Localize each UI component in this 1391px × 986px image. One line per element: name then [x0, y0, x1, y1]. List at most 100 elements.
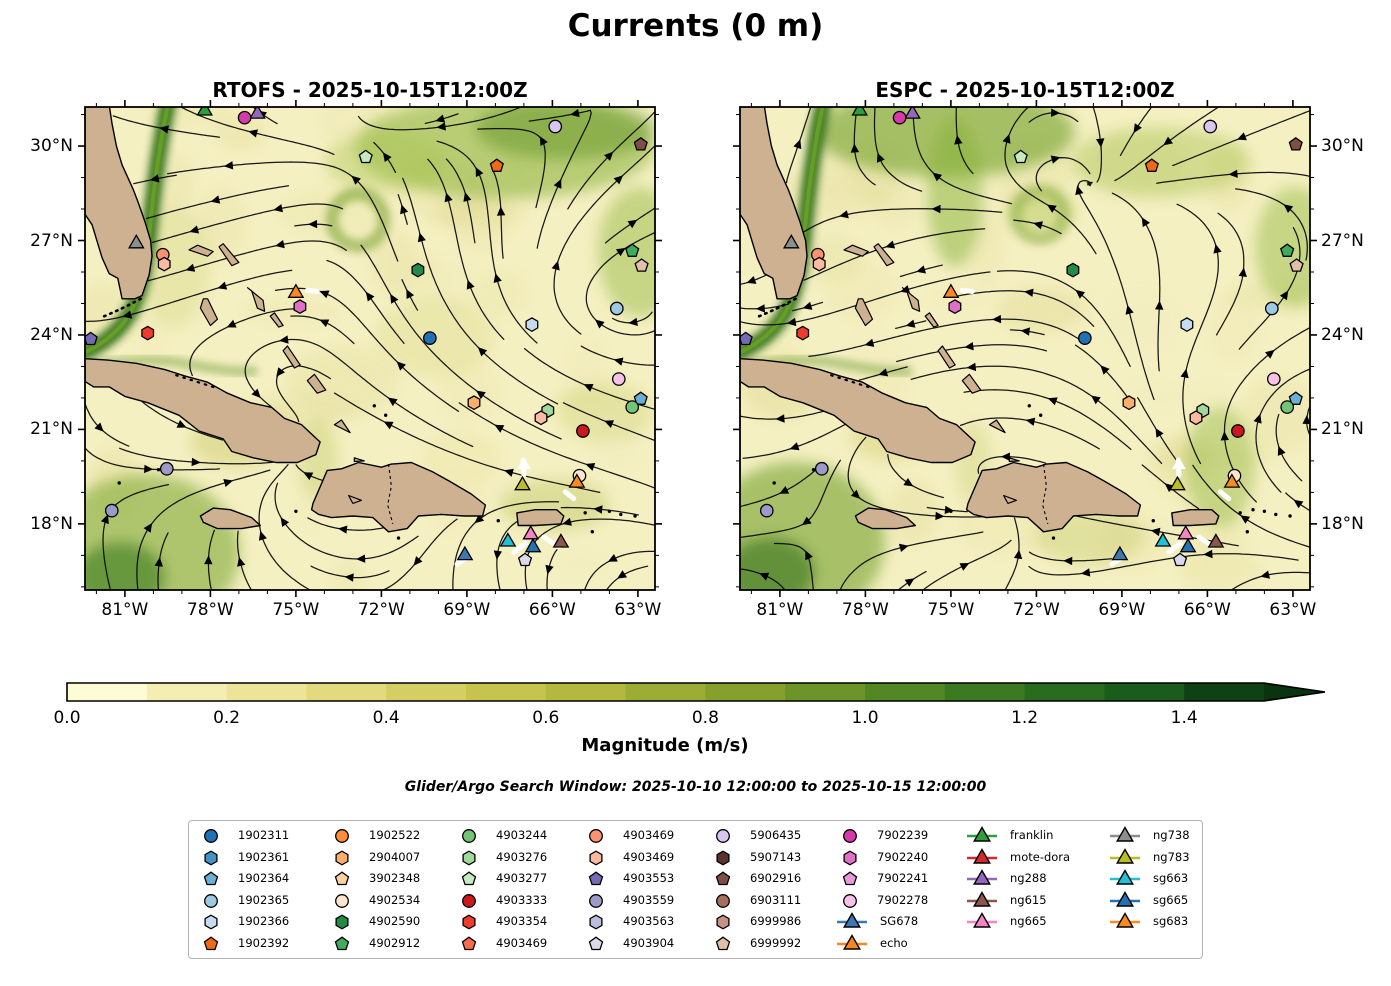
legend-hexagon	[335, 914, 349, 930]
lat-tick-label: 24°N	[30, 324, 73, 345]
colorbar-tick-label: 0.6	[532, 708, 560, 728]
marker-7902239	[237, 110, 252, 125]
marker-5906435	[1203, 119, 1218, 134]
marker-4903354	[796, 325, 810, 341]
marker-franklin	[851, 107, 869, 116]
pentagon-marker-icon	[334, 935, 350, 950]
panel-title-espc: ESPC - 2025-10-15T12:00Z	[875, 78, 1175, 102]
marker-ng783	[514, 475, 531, 491]
legend-circle	[335, 893, 349, 908]
marker-SG678	[456, 545, 474, 561]
triangle-marker-icon	[967, 890, 997, 907]
marker-sg683	[1223, 473, 1241, 488]
legend-pentagon	[461, 935, 477, 950]
legend-item-4903277: 4903277	[496, 871, 548, 885]
marker-ng783	[1169, 475, 1186, 491]
marker-4903904	[1172, 552, 1188, 567]
legend-item-4903276: 4903276	[496, 849, 548, 864]
lon-tick-label: 63°W	[1269, 600, 1317, 620]
marker-7902240	[948, 299, 962, 315]
triangle-marker-icon	[1110, 912, 1140, 928]
legend-item-7902241: 7902241	[877, 871, 929, 885]
circle-marker-icon	[204, 829, 218, 843]
marker-4903333	[576, 424, 590, 438]
legend-item-4902912: 4902912	[369, 935, 421, 950]
colorbar-tick-label: 0.2	[213, 708, 241, 728]
legend-pentagon	[203, 935, 219, 950]
legend-item-4903904: 4903904	[623, 935, 675, 950]
legend-pentagon	[588, 935, 604, 950]
land-masses	[85, 107, 565, 533]
lat-tick-label: 24°N	[1321, 324, 1364, 345]
lon-tick-label: 75°W	[927, 600, 975, 620]
lon-tick-label: 78°W	[841, 600, 889, 620]
land-masses	[740, 107, 1220, 533]
panel-title-rtofs: RTOFS - 2025-10-15T12:00Z	[212, 78, 528, 102]
legend-circle	[843, 829, 857, 843]
legend-item-6902916: 6902916	[750, 871, 802, 885]
marker-2904007	[1122, 395, 1136, 411]
legend-pentagon	[715, 871, 731, 886]
marker-1902311	[1077, 331, 1092, 345]
triangle-marker-icon	[837, 912, 867, 928]
marker-4903559	[104, 503, 119, 518]
marker-1902365	[1264, 301, 1279, 316]
marker-4903904	[517, 552, 533, 567]
lat-tick-label: 30°N	[1321, 136, 1364, 157]
lon-tick-label: 81°W	[101, 600, 149, 620]
legend-item-ng615: ng615	[1010, 892, 1047, 907]
pentagon-marker-icon	[203, 935, 219, 950]
legend-circle	[204, 829, 218, 843]
legend-hexagon	[462, 914, 476, 930]
legend-box: 1902311 1902361 1902364 1902365 1902366 19023…	[188, 820, 1203, 959]
legend-item-sg665: sg665	[1153, 892, 1189, 907]
legend-item-4903563: 4903563	[623, 914, 675, 928]
hexagon-marker-icon	[335, 849, 349, 866]
colorbar-label: Magnitude (m/s)	[581, 735, 749, 756]
legend-pentagon	[588, 871, 604, 886]
colorbar	[66, 682, 1326, 702]
marker-1902311	[422, 331, 437, 345]
legend-item-6903111: 6903111	[750, 892, 802, 907]
marker-1902364	[1288, 391, 1303, 405]
lon-tick-label: 69°W	[443, 600, 491, 620]
hexagon-marker-icon	[589, 849, 603, 866]
circle-marker-icon	[589, 893, 603, 908]
circle-marker-icon	[335, 829, 349, 843]
legend-item-4902590: 4902590	[369, 914, 421, 928]
legend-circle	[462, 893, 476, 908]
lat-tick-label: 30°N	[30, 136, 73, 157]
hexagon-marker-icon	[335, 914, 349, 930]
legend-item-7902278: 7902278	[877, 892, 929, 907]
legend-circle	[204, 893, 218, 908]
legend-item-4902534: 4902534	[369, 892, 421, 907]
marker-ng288	[904, 107, 921, 119]
marker-7902240	[293, 299, 307, 315]
hexagon-marker-icon	[462, 914, 476, 930]
marker-1902366	[1180, 317, 1194, 333]
lon-tick-label: 72°W	[1012, 600, 1060, 620]
marker-4902590	[411, 262, 425, 278]
pentagon-marker-icon	[588, 935, 604, 950]
marker-ng665	[522, 524, 540, 540]
lat-tick-label: 27°N	[1321, 230, 1364, 251]
legend-circle	[843, 893, 857, 908]
legend-item-4903469: 4903469	[496, 935, 548, 950]
legend-item-4903354: 4903354	[496, 914, 548, 928]
marker-echo	[942, 283, 960, 298]
circle-marker-icon	[462, 893, 476, 908]
lat-tick-label: 18°N	[1321, 513, 1364, 534]
legend-item-5906435: 5906435	[750, 828, 802, 842]
marker-ng288	[249, 107, 266, 119]
legend-pentagon	[334, 871, 350, 886]
marker-4903244	[1280, 400, 1295, 414]
marker-1902392	[489, 158, 504, 172]
lat-tick-label: 18°N	[30, 513, 73, 534]
marker-1902366	[525, 317, 539, 333]
circle-marker-icon	[204, 893, 218, 908]
marker-echo	[287, 283, 305, 298]
marker-6902916	[1288, 136, 1303, 151]
legend-circle	[589, 829, 603, 843]
legend-item-1902361: 1902361	[238, 849, 290, 864]
